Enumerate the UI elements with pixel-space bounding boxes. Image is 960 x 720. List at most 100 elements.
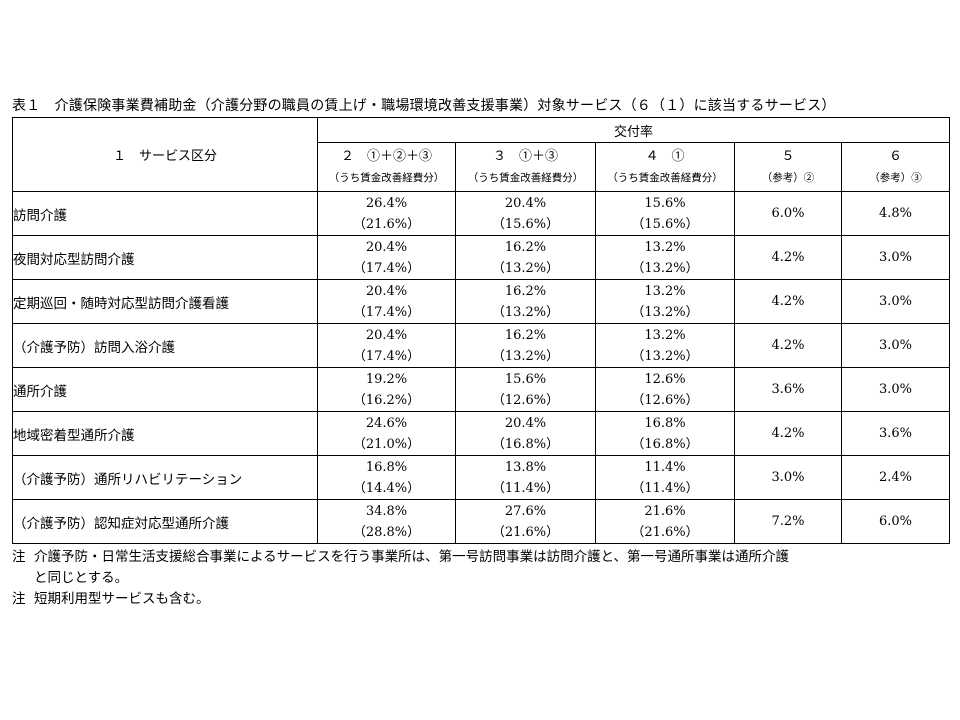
rate-cell-5: 6.0% [734,191,842,236]
rate-cell-6: 3.6% [840,411,951,456]
rate-cell-3: 13.8% （11.4%） [455,455,596,500]
rate-cell-2: 20.4% （17.4%） [317,235,456,280]
wage-rate-value: （28.8%） [352,524,421,540]
wage-rate-value: （21.0%） [352,436,421,452]
rate-value: 20.4% [504,195,547,211]
table-row: 地域密着型通所介護 24.6% （21.0%） 20.4% （16.8%） 16.8… [12,411,951,456]
rate-cell-6: 3.0% [840,235,951,280]
rate-cell-5: 3.6% [734,367,842,412]
header-row-group: １ サービス区分 交付率 [12,117,951,192]
footnote-mark: 注 [12,549,26,565]
wage-rate-value: （12.6%） [631,392,699,408]
rate-value: 13.2% [644,283,686,299]
service-name: 定期巡回・随時対応型訪問介護看護 [12,279,318,324]
wage-rate-value: （21.6%） [631,524,699,540]
wage-rate-value: （15.6%） [631,216,699,232]
rate-group-header: 交付率 [316,117,951,143]
wage-rate-value: （16.2%） [352,392,421,408]
wage-rate-value: （13.2%） [631,304,699,320]
wage-rate-value: （13.2%） [491,260,560,276]
rate-value: 20.4% [504,415,547,431]
rate-cell-6: 6.0% [840,499,951,544]
service-name: 訪問介護 [12,191,318,236]
rate-cell-2: 19.2% （16.2%） [317,367,456,412]
wage-rate-value: （13.2%） [631,348,699,364]
column-header-main: ４ ① [645,149,685,164]
column-header-6: ６ （参考）③ [840,142,951,192]
rate-value: 19.2% [365,371,408,387]
table-row: 定期巡回・随時対応型訪問介護看護 20.4% （17.4%） 16.2% （13.2… [12,279,951,324]
rate-cell-3: 27.6% （21.6%） [455,499,596,544]
rate-cell-5: 7.2% [734,499,842,544]
rate-cell-6: 2.4% [840,455,951,500]
rate-cell-3: 15.6% （12.6%） [455,367,596,412]
rate-cell-6: 4.8% [840,191,951,236]
rate-cell-6: 3.0% [840,367,951,412]
rate-value: 26.4% [365,195,408,211]
table-row: 夜間対応型訪問介護 20.4% （17.4%） 16.2% （13.2%） 13.2… [12,235,951,280]
wage-rate-value: （15.6%） [491,216,560,232]
footnote-text: 介護予防・日常生活支援総合事業によるサービスを行う事業所は、第一号訪問事業は訪問… [34,549,790,565]
rate-value: 24.6% [365,415,408,431]
rate-cell-3: 16.2% （13.2%） [455,279,596,324]
rate-value: 27.6% [504,503,547,519]
rate-cell-2: 20.4% （17.4%） [317,279,456,324]
rate-cell-4: 13.2% （13.2%） [595,279,735,324]
rate-cell-6: 3.0% [840,279,951,324]
wage-rate-value: （11.4%） [631,480,699,496]
rate-value: 16.8% [644,415,686,431]
footnote-indent [12,568,34,589]
service-name: （介護予防）認知症対応型通所介護 [12,499,318,544]
rate-value: 13.8% [504,459,547,475]
rate-value: 13.2% [644,327,686,343]
rate-value: 34.8% [365,503,408,519]
rate-cell-5: 4.2% [734,323,842,368]
rate-cell-3: 20.4% （15.6%） [455,191,596,236]
column-header-sub: （うち賃金改善経費分） [607,172,723,184]
footnote-text-continued: と同じとする。 [34,570,129,586]
rate-value: 11.4% [644,459,686,475]
service-name: （介護予防）通所リハビリテーション [12,455,318,500]
column-header-5: ５ （参考）② [734,142,842,192]
rate-cell-5: 3.0% [734,455,842,500]
service-name: 通所介護 [12,367,318,412]
column-header-sub: （参考）② [761,172,815,184]
wage-rate-value: （17.4%） [352,260,421,276]
wage-rate-value: （16.8%） [491,436,560,452]
subsidy-rate-table: １ サービス区分 交付率 ２ ①＋②＋③ （うち賃金改善経費分） ３ ①＋③ （… [12,117,951,544]
footnote: 注 介護予防・日常生活支援総合事業によるサービスを行う事業所は、第一号訪問事業は… [12,547,957,568]
rate-cell-4: 15.6% （15.6%） [595,191,735,236]
column-header-4: ４ ① （うち賃金改善経費分） [595,142,735,192]
service-name: （介護予防）訪問入浴介護 [12,323,318,368]
table-row: （介護予防）認知症対応型通所介護 34.8% （28.8%） 27.6% （21.6… [12,499,951,544]
column-header-sub: （参考）③ [869,172,922,184]
wage-rate-value: （17.4%） [352,304,421,320]
column-header-sub: （うち賃金改善経費分） [467,172,584,184]
wage-rate-value: （13.2%） [631,260,699,276]
rate-cell-2: 34.8% （28.8%） [317,499,456,544]
rate-value: 16.8% [365,459,408,475]
column-header-main: ５ [781,149,795,164]
header-row-columns: ２ ①＋②＋③ （うち賃金改善経費分） ３ ①＋③ （うち賃金改善経費分） ４ … [13,142,951,192]
rate-cell-2: 26.4% （21.6%） [317,191,456,236]
rate-cell-2: 16.8% （14.4%） [317,455,456,500]
wage-rate-value: （12.6%） [491,392,560,408]
rate-value: 16.2% [504,239,547,255]
footnote-continuation: と同じとする。 [12,568,957,589]
rate-cell-4: 13.2% （13.2%） [595,235,735,280]
wage-rate-value: （14.4%） [352,480,421,496]
table-row: （介護予防）訪問入浴介護 20.4% （17.4%） 16.2% （13.2%） 1… [12,323,951,368]
rate-value: 15.6% [644,195,686,211]
rate-cell-5: 4.2% [734,279,842,324]
rate-cell-4: 21.6% （21.6%） [595,499,735,544]
rate-value: 16.2% [504,283,547,299]
table-row: 通所介護 19.2% （16.2%） 15.6% （12.6%） 12.6% （12.… [12,367,951,412]
rate-cell-2: 24.6% （21.0%） [317,411,456,456]
service-name: 地域密着型通所介護 [12,411,318,456]
rate-value: 20.4% [365,283,408,299]
wage-rate-value: （21.6%） [352,216,421,232]
rate-value: 20.4% [365,327,408,343]
rate-value: 13.2% [644,239,686,255]
rate-cell-5: 4.2% [734,411,842,456]
table-row: 訪問介護 26.4% （21.6%） 20.4% （15.6%） 15.6% （15.… [12,191,951,236]
